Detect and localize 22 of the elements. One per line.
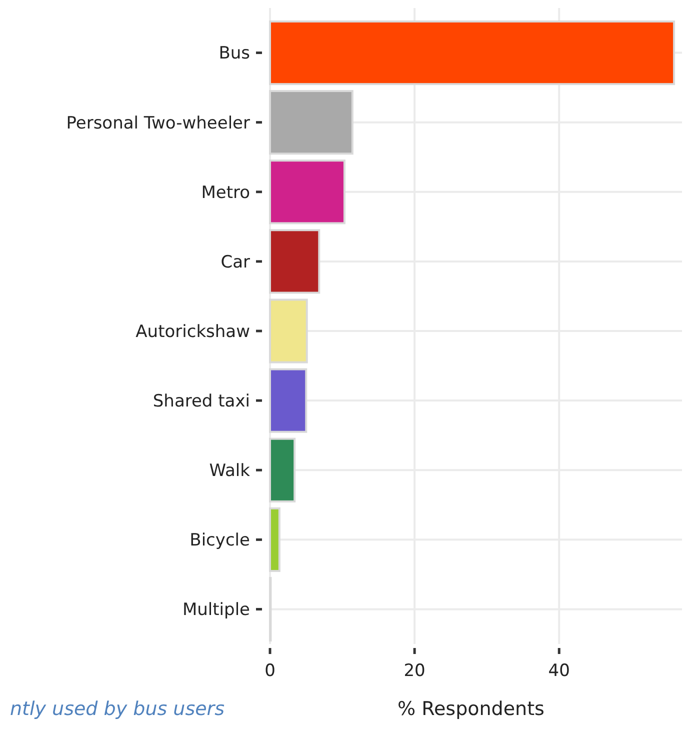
y-tick-label: Autorickshaw (136, 322, 250, 342)
y-tick-label: Metro (201, 182, 250, 203)
x-axis-title: % Respondents (398, 698, 544, 720)
x-tick-label: 0 (264, 661, 276, 681)
y-tick-label: Multiple (182, 600, 250, 620)
y-tick-label: Bus (218, 44, 250, 64)
text: ntly used by bus users (10, 698, 225, 720)
bar (269, 90, 354, 155)
bar (269, 438, 296, 502)
bar (269, 20, 676, 86)
bar (269, 160, 346, 224)
y-tick-label: Personal Two-wheeler (66, 113, 250, 134)
bar (269, 298, 308, 364)
bar (269, 229, 320, 294)
y-tick-label: Shared taxi (152, 392, 250, 412)
bar (269, 368, 308, 433)
y-tick-label: Walk (209, 461, 250, 482)
y-tick-label: Car (220, 252, 250, 272)
x-tick-label: 40 (548, 661, 570, 681)
y-tick-label: Bicycle (190, 530, 250, 551)
bar (269, 507, 280, 572)
x-tick-label: 20 (404, 661, 426, 681)
